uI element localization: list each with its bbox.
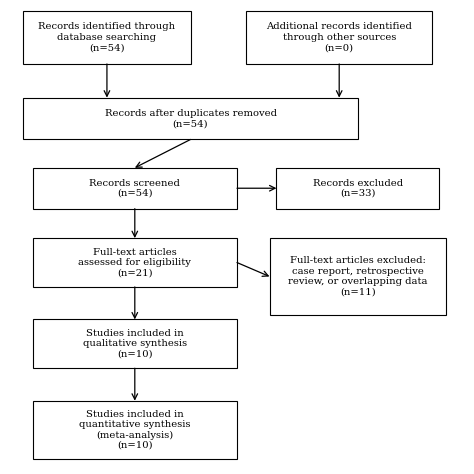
FancyBboxPatch shape: [23, 98, 358, 139]
Text: Full-text articles excluded:
case report, retrospective
review, or overlapping d: Full-text articles excluded: case report…: [288, 256, 428, 297]
Text: Studies included in
quantitative synthesis
(meta-analysis)
(n=10): Studies included in quantitative synthes…: [79, 410, 191, 450]
Text: Records screened
(n=54): Records screened (n=54): [90, 179, 180, 198]
FancyBboxPatch shape: [33, 168, 237, 209]
Text: Additional records identified
through other sources
(n=0): Additional records identified through ot…: [266, 22, 412, 52]
FancyBboxPatch shape: [276, 168, 439, 209]
Text: Records excluded
(n=33): Records excluded (n=33): [313, 179, 403, 198]
FancyBboxPatch shape: [33, 238, 237, 287]
FancyBboxPatch shape: [270, 238, 446, 315]
FancyBboxPatch shape: [246, 10, 432, 64]
FancyBboxPatch shape: [33, 401, 237, 459]
FancyBboxPatch shape: [23, 10, 191, 64]
Text: Studies included in
qualitative synthesis
(n=10): Studies included in qualitative synthesi…: [83, 329, 187, 359]
Text: Full-text articles
assessed for eligibility
(n=21): Full-text articles assessed for eligibil…: [78, 247, 191, 277]
FancyBboxPatch shape: [33, 319, 237, 368]
Text: Records identified through
database searching
(n=54): Records identified through database sear…: [38, 22, 175, 52]
Text: Records after duplicates removed
(n=54): Records after duplicates removed (n=54): [105, 109, 276, 128]
